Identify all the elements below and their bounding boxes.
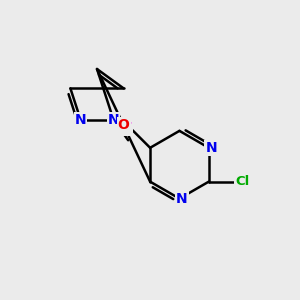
Text: N: N bbox=[108, 112, 119, 127]
Text: Cl: Cl bbox=[236, 175, 250, 188]
Text: F: F bbox=[122, 121, 132, 135]
Text: N: N bbox=[176, 192, 188, 206]
Text: N: N bbox=[205, 141, 217, 155]
Text: O: O bbox=[118, 118, 130, 132]
Text: N: N bbox=[75, 112, 86, 127]
